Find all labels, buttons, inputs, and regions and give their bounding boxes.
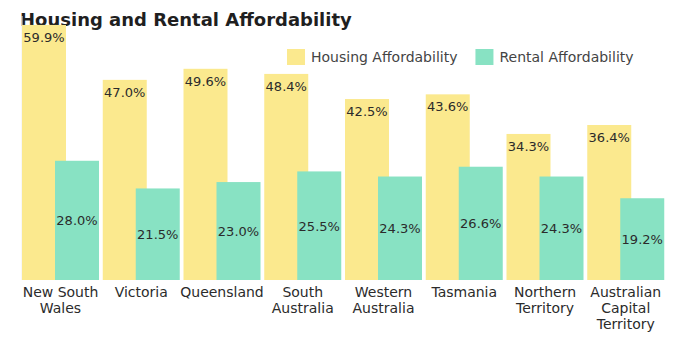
category-label-line: Territory: [596, 316, 655, 332]
chart: Housing and Rental Affordability Housing …: [0, 0, 685, 339]
category-label-line: Australia: [272, 300, 334, 316]
category-label-line: Capital: [601, 300, 650, 316]
bar: [620, 198, 664, 280]
category-label: New SouthWales: [23, 284, 99, 316]
data-label: 43.6%: [427, 99, 468, 114]
category-label-line: Australia: [353, 300, 415, 316]
category-label-line: Queensland: [180, 284, 264, 300]
data-label: 24.3%: [379, 221, 420, 236]
legend-label: Housing Affordability: [311, 49, 457, 65]
category-label: Queensland: [180, 284, 264, 300]
data-label: 42.5%: [346, 104, 387, 119]
category-label-line: Northern: [514, 284, 576, 300]
bar: [55, 161, 99, 280]
bar: [217, 182, 261, 280]
data-label: 24.3%: [541, 221, 582, 236]
data-label: 23.0%: [218, 224, 259, 239]
category-label: Victoria: [115, 284, 168, 300]
legend-swatch: [287, 49, 305, 65]
bar: [136, 188, 180, 280]
category-label-line: Australian: [590, 284, 661, 300]
data-label: 36.4%: [589, 130, 630, 145]
data-label: 34.3%: [508, 139, 549, 154]
legend-label: Rental Affordability: [499, 49, 633, 65]
bar: [297, 171, 341, 280]
category-label-line: New South: [23, 284, 99, 300]
bar: [459, 167, 503, 280]
data-label: 49.6%: [185, 74, 226, 89]
bar: [540, 177, 584, 280]
data-label: 19.2%: [622, 232, 663, 247]
category-label: AustralianCapitalTerritory: [590, 284, 661, 332]
data-labels: 59.9% 47.0% 49.6% 48.4% 42.5% 43.6% 34.3% 36.4%…: [23, 30, 663, 247]
data-label: 21.5%: [137, 227, 178, 242]
data-label: 47.0%: [104, 85, 145, 100]
category-label-line: Territory: [515, 300, 574, 316]
category-label: Tasmania: [430, 284, 497, 300]
category-label: NorthernTerritory: [514, 284, 576, 316]
data-label: 59.9%: [23, 30, 64, 45]
data-label: 26.6%: [460, 216, 501, 231]
category-label: SouthAustralia: [272, 284, 334, 316]
data-label: 25.5%: [299, 219, 340, 234]
category-label-line: Tasmania: [430, 284, 497, 300]
category-label: WesternAustralia: [353, 284, 415, 316]
bar: [378, 177, 422, 280]
category-label-line: Wales: [40, 300, 81, 316]
category-label-line: Western: [355, 284, 412, 300]
bars: [22, 25, 664, 280]
data-label: 48.4%: [266, 79, 307, 94]
title: Housing and Rental Affordability: [20, 9, 352, 30]
x-axis-labels: New SouthWalesVictoriaQueenslandSouthAus…: [23, 284, 662, 332]
legend: Housing Affordability Rental Affordabilit…: [287, 49, 634, 65]
category-label-line: South: [282, 284, 323, 300]
data-label: 28.0%: [56, 213, 97, 228]
category-label-line: Victoria: [115, 284, 168, 300]
legend-swatch: [475, 49, 493, 65]
